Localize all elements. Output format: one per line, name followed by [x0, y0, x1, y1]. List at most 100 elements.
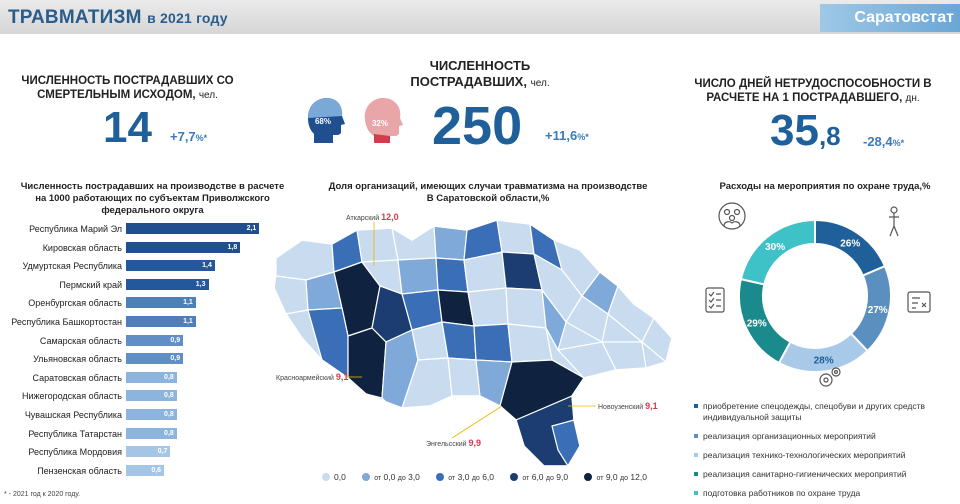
days-change: -28,4%* [863, 134, 904, 149]
page-title: ТРАВМАТИЗМ в 2021 году [8, 7, 228, 29]
legend-mid: до [545, 475, 554, 482]
bar-category-label: Республика Татарстан [28, 428, 122, 439]
days-label-line2: РАСЧЕТЕ НА 1 ПОСТРАДАВШЕГО, [706, 92, 903, 104]
map-label-engelssky-value: 9,9 [468, 438, 482, 448]
title-year: в 2021 году [147, 10, 228, 26]
donut-slice-label: 26% [840, 239, 860, 250]
bar-title-line3: федерального округа [101, 205, 204, 216]
map-legend: 0,0 от 0,0 до 3,0 от 3,0 до 6,0 от 6,0 д… [322, 472, 661, 482]
bar-title-line2: на 1000 работающих по субъектам Приволжс… [35, 193, 270, 204]
bar: 0,9 [126, 353, 184, 365]
legend-label: реализация санитарно-гигиенических мероп… [703, 469, 907, 479]
donut-slice-label: 27% [868, 305, 888, 316]
bar-value-label: 0,8 [164, 411, 174, 418]
legend-prefix: от [448, 475, 456, 482]
legend-label: реализация организационных мероприятий [703, 431, 876, 441]
map-label-krasnoarmeysky-value: 9,1 [335, 372, 349, 382]
report-icon [907, 291, 931, 313]
legend-from: 3,0 [457, 472, 470, 482]
fatal-change: +7,7%* [170, 129, 207, 144]
total-label: ЧИСЛЕННОСТЬ ПОСТРАДАВШИХ, чел. [395, 58, 565, 92]
bar-value-label: 1,4 [202, 262, 212, 270]
days-label-line1: ЧИСЛО ДНЕЙ НЕТРУДОСПОСОБНОСТИ В [694, 78, 932, 90]
legend-swatch [694, 434, 698, 438]
legend-label: 0,0 [334, 472, 346, 482]
map-legend-item-2: от 3,0 до 6,0 [436, 472, 494, 482]
bar-row: Республика Марий Эл 2,1 [0, 222, 290, 236]
donut-legend-item: реализация санитарно-гигиенических мероп… [694, 469, 956, 480]
days-label: ЧИСЛО ДНЕЙ НЕТРУДОСПОСОБНОСТИ В РАСЧЕТЕ … [688, 77, 938, 106]
bar: 1,1 [126, 316, 196, 327]
fatal-change-value: +7,7 [170, 129, 196, 144]
bar-title-line1: Численность пострадавших на производстве… [20, 181, 285, 192]
fatal-label: ЧИСЛЕННОСТЬ ПОСТРАДАВШИХ СО СМЕРТЕЛЬНЫМ … [20, 74, 235, 103]
bar: 2,1 [126, 223, 260, 234]
map-label-atkarsky: Аткарский 12,0 [346, 212, 399, 222]
title-main: ТРАВМАТИЗМ [8, 7, 142, 28]
footnote: * - 2021 год к 2020 году. [4, 491, 81, 498]
total-change-unit: %* [577, 132, 589, 142]
bar-row: Самарская область 0,9 [0, 334, 290, 348]
legend-swatch [694, 453, 698, 457]
male-head-icon: 68% [308, 98, 345, 143]
bar-row: Республика Башкортостан 1,1 [0, 315, 290, 329]
legend-from: 6,0 [531, 472, 544, 482]
bar-value-label: 2,1 [246, 225, 257, 232]
map-label-atkarsky-name: Аткарский [346, 215, 380, 222]
legend-to: 3,0 [408, 472, 420, 482]
legend-mid: до [397, 475, 406, 482]
bar-row: Республика Мордовия 0,7 [0, 445, 290, 459]
map-title-line1: Доля организаций, имеющих случаи травмат… [328, 181, 648, 192]
bar-value-label: 1,8 [227, 243, 238, 251]
map-label-krasnoarmeysky: Красноармейский 9,1 [276, 372, 348, 382]
bar-category-label: Пензенская область [37, 465, 122, 476]
bar: 0,8 [126, 390, 177, 402]
org-badge: Саратовстат [820, 4, 960, 32]
map-label-krasnoarmeysky-name: Красноармейский [276, 375, 334, 382]
donut-title: Расходы на мероприятия по охране труда,% [719, 181, 931, 192]
fatal-label-line1: ЧИСЛЕННОСТЬ ПОСТРАДАВШИХ СО [21, 75, 234, 87]
bar-category-label: Республика Мордовия [28, 447, 122, 458]
group-people-icon [718, 202, 746, 230]
checklist-icon [705, 287, 725, 313]
bar-row: Оренбургская область 1,1 [0, 296, 290, 310]
fatal-value: 14 [103, 103, 152, 152]
bar-row: Саратовская область 0,8 [0, 371, 290, 385]
donut-slice [739, 218, 816, 286]
map-title: Доля организаций, имеющих случаи травмат… [308, 181, 668, 205]
donut-slice-label: 29% [747, 318, 767, 329]
bar-value-label: 0,6 [151, 466, 162, 474]
bar-value-label: 0,8 [164, 429, 174, 437]
bar-category-label: Удмуртская Республика [22, 261, 122, 272]
bar-category-label: Республика Башкортостан [11, 317, 122, 327]
bar-row: Пермский край 1,3 [0, 278, 290, 292]
legend-prefix: от [374, 475, 382, 482]
legend-from: 9,0 [605, 472, 618, 482]
donut-slice-label: 28% [814, 355, 834, 366]
donut-legend-item: реализация технико-технологических мероп… [694, 450, 956, 461]
legend-dot [584, 473, 593, 481]
bar: 0,8 [126, 409, 177, 420]
bar: 1,8 [126, 241, 241, 253]
map-label-atkarsky-value: 12,0 [381, 212, 399, 222]
bar-category-label: Оренбургская область [28, 298, 122, 309]
bar-category-label: Чувашская Республика [24, 410, 122, 420]
legend-to: 12,0 [630, 472, 647, 482]
legend-to: 6,0 [482, 472, 495, 482]
bar: 1,3 [126, 278, 209, 290]
days-change-unit: %* [892, 138, 905, 148]
gears-icon [819, 367, 841, 387]
total-change: +11,6%* [545, 128, 589, 143]
donut-chart: 26% 27% 28% 29% 30% [705, 202, 931, 387]
donut-legend: приобретение спецодежды, спецобуви и дру… [694, 401, 956, 504]
bar-value-label: 1,3 [195, 280, 206, 288]
bar-category-label: Кировская область [42, 242, 122, 253]
legend-dot [436, 473, 445, 481]
bar: 0,7 [126, 446, 171, 458]
map-legend-item-1: от 0,0 до 3,0 [362, 472, 420, 482]
bar-value-label: 1,1 [183, 318, 193, 325]
legend-dot [510, 473, 519, 481]
bar-value-label: 0,9 [170, 355, 181, 363]
legend-prefix: от [522, 475, 530, 482]
legend-from: 0,0 [383, 472, 396, 482]
